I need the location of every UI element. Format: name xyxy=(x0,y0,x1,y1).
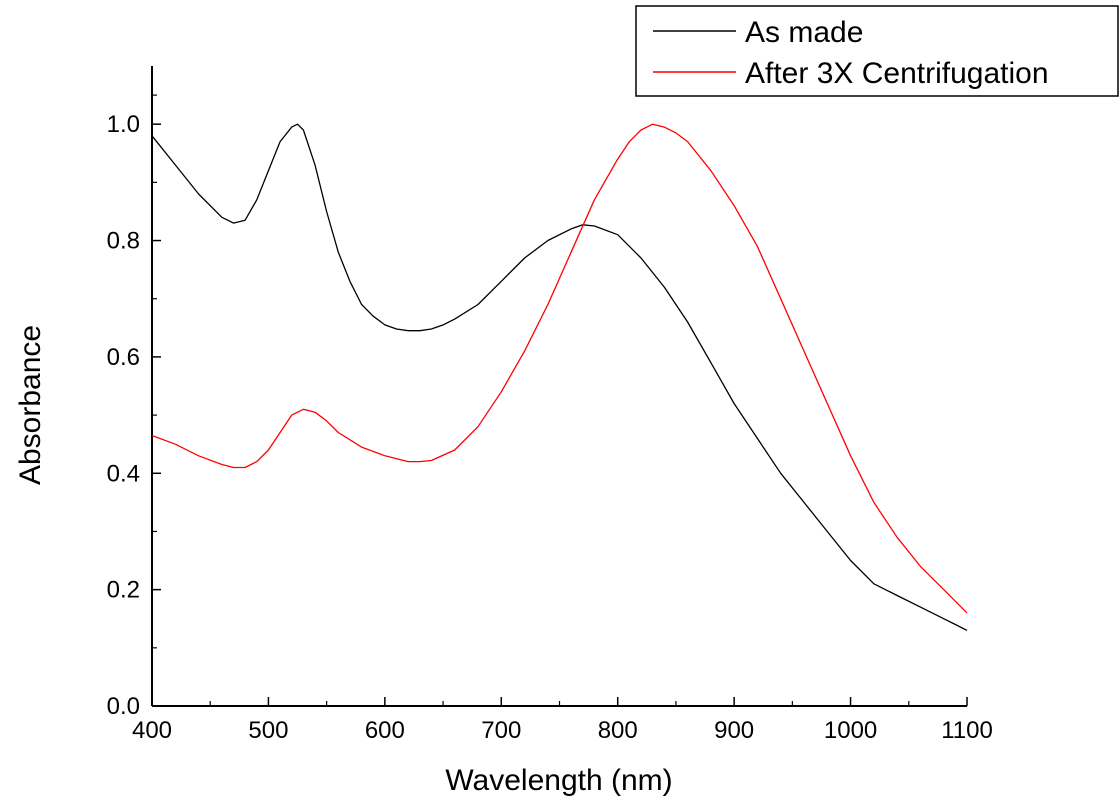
x-tick-label: 1100 xyxy=(941,717,993,744)
x-tick-label: 800 xyxy=(598,717,638,744)
legend-label-centrifugation: After 3X Centrifugation xyxy=(745,57,1049,90)
x-tick-label: 900 xyxy=(714,717,754,744)
x-tick-label: 700 xyxy=(481,717,521,744)
x-axis-title: Wavelength (nm) xyxy=(445,764,672,797)
x-tick-label: 600 xyxy=(365,717,405,744)
legend: As made After 3X Centrifugation xyxy=(635,5,1119,97)
x-tick-label: 400 xyxy=(132,717,172,744)
x-tick-label: 1000 xyxy=(824,717,877,744)
x-tick-label: 500 xyxy=(248,717,288,744)
y-axis-title: Absorbance xyxy=(14,325,47,485)
tick-labels: 400 500 600 700 800 900 1000 1100 0.0 0.2 0.4 0.6 0.… xyxy=(107,111,993,744)
ticks xyxy=(151,94,968,707)
y-tick-label: 0.2 xyxy=(107,577,140,604)
y-tick-label: 0.4 xyxy=(107,460,140,487)
series-line-after-centrifugation xyxy=(151,123,968,614)
axes xyxy=(151,66,967,707)
legend-box xyxy=(635,5,1119,97)
y-tick-label: 0.6 xyxy=(107,344,140,371)
series-layer xyxy=(151,123,968,631)
y-tick-label: 0.0 xyxy=(107,693,140,720)
y-tick-label: 1.0 xyxy=(107,111,140,138)
y-tick-label: 0.8 xyxy=(107,228,140,255)
series-line-as-made xyxy=(151,123,968,631)
legend-label-as-made: As made xyxy=(745,16,863,49)
